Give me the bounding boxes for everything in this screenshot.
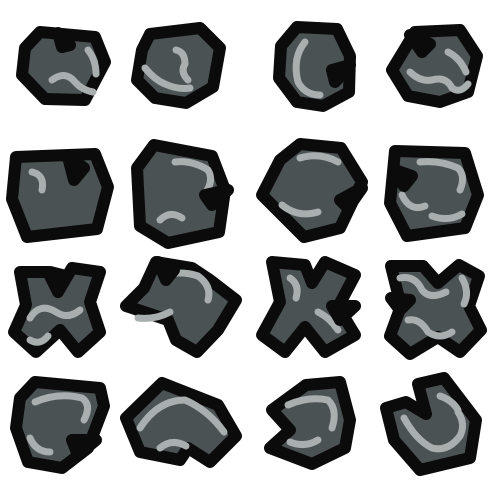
rock-sprite-round-d xyxy=(386,24,483,108)
rock-sprite-hex-d xyxy=(384,145,484,242)
rock-sprite-chipped-a xyxy=(10,376,110,474)
rock-sprite-cross-a xyxy=(8,262,106,358)
rock-sprite-chipped-b xyxy=(120,377,242,468)
rock-sprite-chipped-d xyxy=(380,372,482,476)
rock-sprite-hex-b xyxy=(131,139,234,249)
rock-sprite-hex-c xyxy=(256,138,368,243)
rock-sprite-round-c xyxy=(273,21,356,112)
rock-sprite-round-b xyxy=(131,22,226,109)
rock-sprite-cross-c xyxy=(256,256,361,358)
rock-sprite-chipped-c xyxy=(264,376,356,470)
rock-sprite-cross-d xyxy=(384,259,487,360)
rock-sprite-hex-a xyxy=(6,148,114,243)
rock-sprite-cross-b xyxy=(120,256,242,358)
rock-sprite-round-a xyxy=(16,26,111,106)
